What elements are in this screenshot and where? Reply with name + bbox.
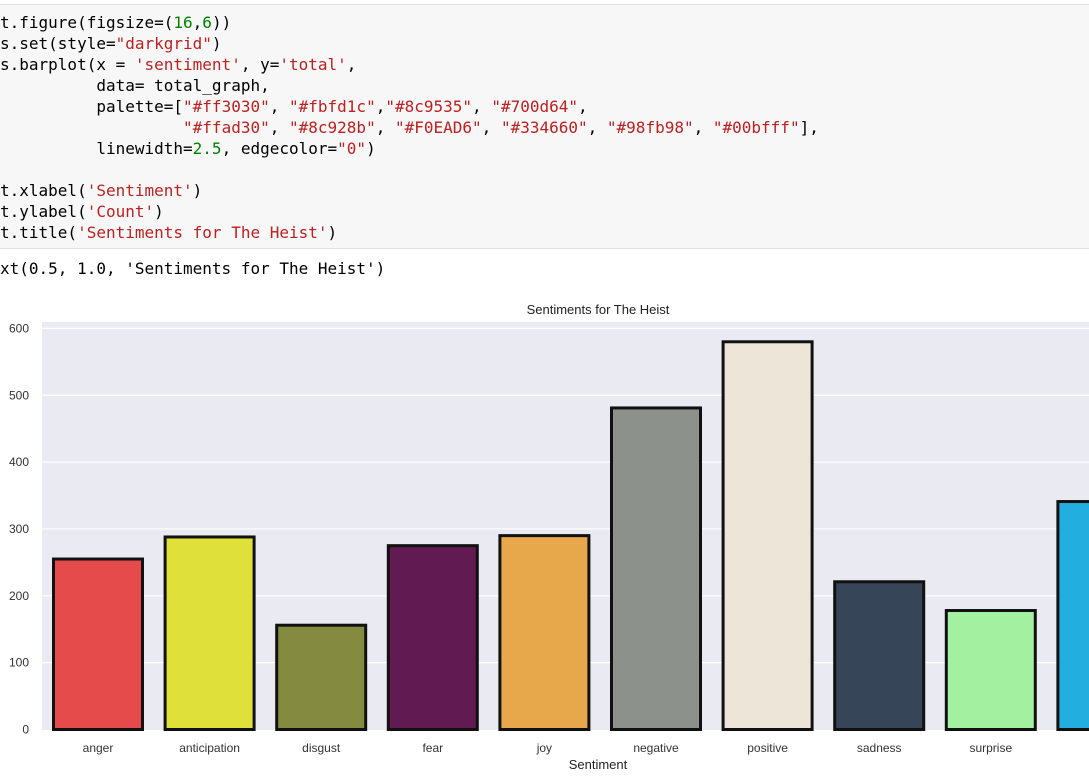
code-token: ,: [192, 13, 203, 32]
code-token: ): [366, 139, 376, 158]
y-tick-label: 500: [9, 388, 29, 402]
y-tick-label: 200: [9, 589, 29, 603]
code-token: 6: [202, 13, 212, 32]
code-token: t.title(: [0, 223, 78, 242]
x-tick-label: surprise: [969, 741, 1012, 755]
bar-anger: [52, 557, 144, 731]
code-token: "#ff3030": [183, 97, 270, 116]
code-token: 'sentiment': [134, 55, 241, 74]
code-token: ,: [693, 118, 713, 137]
code-token: "#8c9535": [385, 97, 473, 116]
y-tick-label: 0: [22, 723, 29, 737]
code-token: ): [154, 202, 164, 221]
code-token: ,: [269, 118, 289, 137]
bar-sadness: [833, 580, 926, 731]
x-tick-label: anger: [83, 741, 114, 755]
x-tick-label: disgust: [302, 741, 341, 755]
bar-disgust: [275, 623, 368, 731]
code-line: t.ylabel('Count'): [0, 201, 164, 222]
code-line: data= total_graph,: [0, 75, 270, 96]
code-token: ,: [375, 118, 395, 137]
chart-title: Sentiments for The Heist: [527, 302, 670, 317]
code-token: linewidth=: [0, 139, 193, 158]
code-token: "#334660": [500, 118, 588, 137]
code-token: t.ylabel(: [0, 202, 87, 221]
code-line: linewidth=2.5, edgecolor="0"): [0, 138, 376, 159]
code-token: "#F0EAD6": [394, 118, 482, 137]
x-axis-label: Sentiment: [569, 757, 628, 772]
code-token: 'Count': [86, 202, 155, 221]
y-tick-label: 100: [9, 656, 29, 670]
x-tick-label: joy: [536, 741, 552, 755]
code-token: ): [327, 223, 338, 242]
code-token: "#fbfd1c": [289, 97, 376, 116]
code-token: ,: [346, 55, 357, 74]
code-token: ,: [587, 118, 607, 137]
bar-negative: [610, 406, 702, 731]
code-token: ,: [481, 118, 501, 137]
bar-fear: [386, 544, 479, 731]
code-token: [0, 118, 183, 137]
code-token: , edgecolor=: [221, 139, 338, 158]
x-tick-label: fear: [422, 741, 443, 755]
code-line: palette=["#ff3030", "#fbfd1c","#8c9535",…: [0, 96, 588, 117]
code-token: , y=: [240, 55, 280, 74]
code-token: ],: [799, 118, 819, 137]
code-token: "#ffad30": [183, 118, 270, 137]
code-token: 'Sentiments for The Heist': [77, 223, 328, 242]
code-line: t.title('Sentiments for The Heist'): [0, 222, 337, 243]
x-tick-label: anticipation: [179, 741, 240, 755]
code-line: s.barplot(x = 'sentiment', y='total',: [0, 54, 356, 75]
bar-surprise: [944, 609, 1037, 731]
y-tick-label: 300: [9, 522, 29, 536]
code-token: )): [211, 13, 232, 32]
bar-chart: 0 100 200 300 400 500 600 anger anticipation dis…: [0, 290, 1089, 778]
code-token: ): [192, 181, 203, 200]
code-token: "darkgrid": [115, 34, 212, 53]
x-tick-label: negative: [633, 741, 679, 755]
code-line: t.xlabel('Sentiment'): [0, 180, 202, 201]
code-token: ): [211, 34, 222, 53]
y-tick-label: 400: [9, 455, 29, 469]
code-token: "#700d64": [491, 97, 579, 116]
code-token: ,: [472, 97, 492, 116]
code-token: s.set(style=: [0, 34, 116, 53]
bar-joy: [498, 534, 591, 731]
code-cell[interactable]: t.figure(figsize=(16,6)) s.set(style="dar…: [0, 4, 1089, 249]
code-token: ,: [269, 97, 289, 116]
code-token: s.barplot(x =: [0, 55, 135, 74]
code-token: "#8c928b": [289, 118, 376, 137]
code-token: 'Sentiment': [86, 181, 193, 200]
code-token: "#98fb98": [606, 118, 694, 137]
code-line: t.figure(figsize=(16,6)): [0, 12, 231, 33]
code-token: ,: [578, 97, 588, 116]
bar-positive: [721, 340, 814, 732]
code-token: palette=[: [0, 97, 184, 116]
x-tick-label: sadness: [857, 741, 902, 755]
code-token: t.figure(figsize=(: [0, 13, 174, 32]
code-token: "0": [337, 139, 367, 158]
code-token: 2.5: [192, 139, 222, 158]
code-token: "#00bfff": [712, 118, 800, 137]
code-token: data= total_graph,: [0, 76, 270, 95]
code-line: "#ffad30", "#8c928b", "#F0EAD6", "#33466…: [0, 117, 819, 138]
cell-output-text: xt(0.5, 1.0, 'Sentiments for The Heist'): [0, 259, 386, 278]
y-tick-label: 600: [9, 321, 29, 335]
code-token: 'total': [279, 55, 347, 74]
bar-partial: [1056, 500, 1089, 731]
x-tick-label: positive: [747, 741, 788, 755]
code-token: t.xlabel(: [0, 181, 87, 200]
code-token: ,: [375, 97, 386, 116]
bar-anticipation: [163, 535, 256, 731]
code-token: 16: [173, 13, 193, 32]
code-line: s.set(style="darkgrid"): [0, 33, 222, 54]
